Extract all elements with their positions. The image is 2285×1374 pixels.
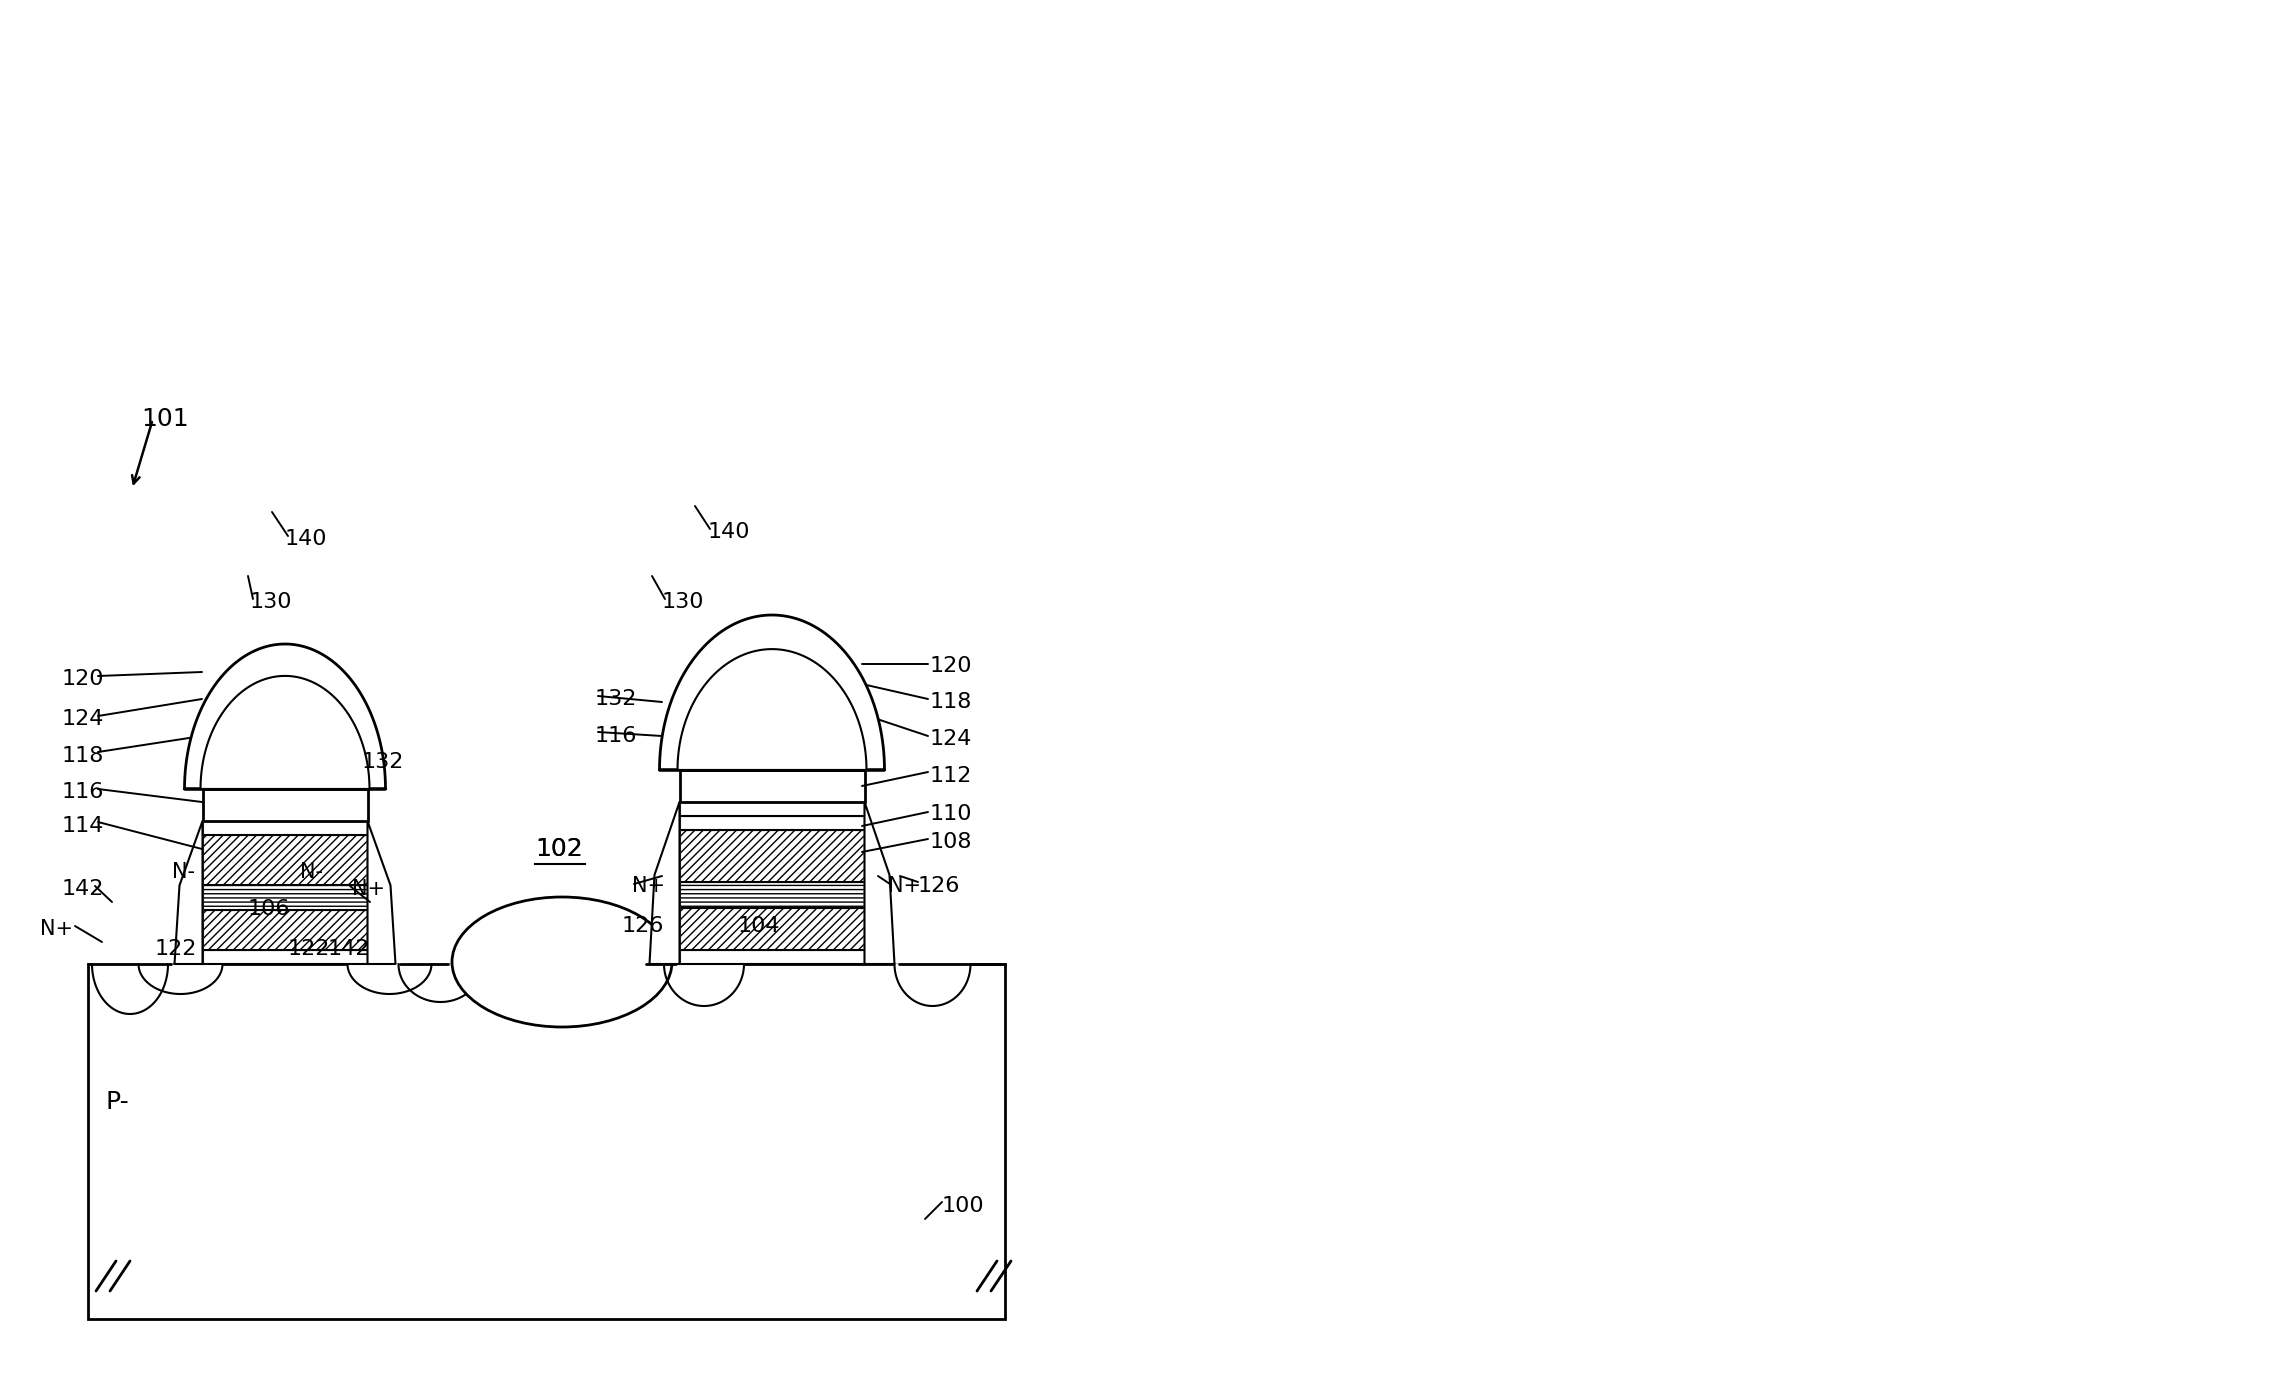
Polygon shape [368,822,395,965]
Polygon shape [201,676,370,789]
Bar [89,965,1005,1319]
Text: 122: 122 [288,938,331,959]
Ellipse shape [452,897,672,1026]
Bar [203,835,368,885]
Polygon shape [864,802,893,965]
Bar [679,769,864,802]
Text: P-: P- [105,1090,128,1114]
Text: 118: 118 [62,746,105,765]
Text: 120: 120 [62,669,105,688]
Polygon shape [347,965,432,993]
Bar [203,822,368,835]
Text: 130: 130 [249,592,292,611]
Bar [203,949,368,965]
Bar [679,816,864,830]
Text: 124: 124 [930,730,973,749]
Text: 142: 142 [62,879,105,899]
Text: 101: 101 [142,407,190,431]
Polygon shape [139,965,222,993]
Polygon shape [660,616,884,769]
Text: 140: 140 [286,529,327,550]
Bar [203,910,368,949]
Text: 102: 102 [535,837,583,861]
Text: N+: N+ [633,877,665,896]
Polygon shape [185,644,386,789]
Text: 114: 114 [62,816,105,835]
Bar [203,789,368,822]
Text: 110: 110 [930,804,973,824]
Text: N+: N+ [889,877,921,896]
Text: 132: 132 [594,688,638,709]
Bar [679,908,864,949]
Text: 116: 116 [62,782,105,802]
Bar [203,885,368,910]
Text: 100: 100 [941,1195,985,1216]
Polygon shape [91,965,169,1014]
Polygon shape [174,822,203,965]
Text: 126: 126 [622,916,665,936]
Text: N-: N- [171,861,194,882]
Text: N+: N+ [352,879,386,899]
Polygon shape [649,802,679,965]
Polygon shape [893,965,971,1006]
Text: 122: 122 [155,938,197,959]
Text: 102: 102 [535,837,583,861]
Bar [679,882,864,908]
Text: 104: 104 [738,916,781,936]
Bar [679,830,864,882]
Text: 140: 140 [708,522,749,541]
Text: N+: N+ [41,919,73,938]
Text: N-: N- [299,861,322,882]
Polygon shape [665,965,745,1006]
Text: 126: 126 [919,877,960,896]
Bar [679,802,864,816]
Text: 142: 142 [329,938,370,959]
Text: 132: 132 [361,752,404,772]
Polygon shape [398,965,482,1002]
Bar [679,949,864,965]
Polygon shape [676,649,866,769]
Text: 120: 120 [930,655,973,676]
Text: 108: 108 [930,833,973,852]
Text: 124: 124 [62,709,105,730]
Text: 106: 106 [249,899,290,919]
Text: 118: 118 [930,692,973,712]
Text: 130: 130 [663,592,704,611]
Text: 116: 116 [594,725,638,746]
Text: 112: 112 [930,765,973,786]
